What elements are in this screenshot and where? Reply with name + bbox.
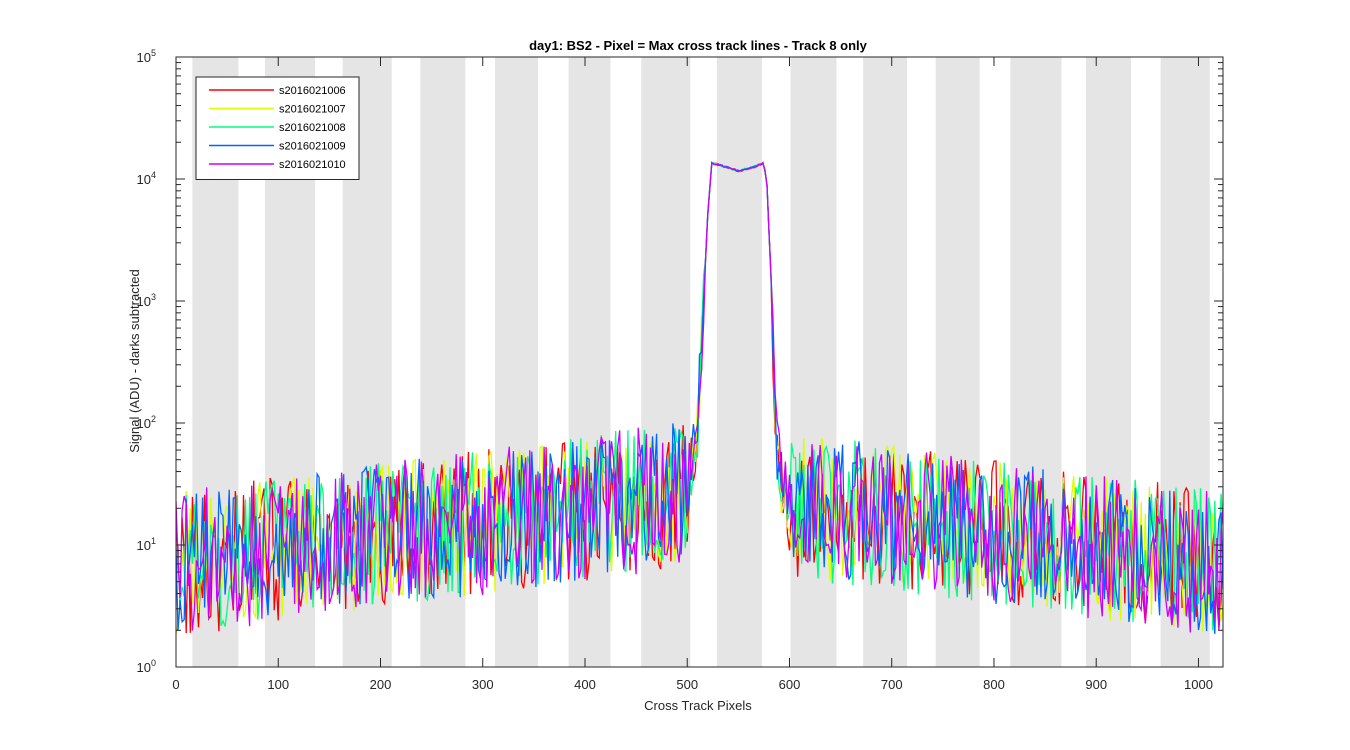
legend-label: s2016021006 [279,85,346,97]
x-tick-label: 900 [1085,677,1107,692]
y-axis-ticks: 100 101 102 103 104 105 [137,48,1223,675]
series-line [176,161,1223,633]
x-tick-label: 100 [267,677,289,692]
series-lines [176,161,1223,634]
chart-title: day1: BS2 - Pixel = Max cross track line… [529,38,868,53]
x-tick-label: 1000 [1184,677,1213,692]
x-tick-label: 700 [881,677,903,692]
axes-box [175,56,1224,668]
x-tick-label: 200 [370,677,392,692]
legend-label: s2016021010 [279,159,346,171]
y-tick-label: 104 [137,170,156,187]
y-tick-label: 103 [137,292,156,309]
x-tick-label: 600 [779,677,801,692]
legend-label: s2016021008 [279,122,346,134]
y-tick-label: 102 [137,414,156,431]
x-tick-label: 300 [472,677,494,692]
y-tick-label: 100 [137,658,156,675]
y-axis-label: Signal (ADU) - darks subtracted [127,269,142,453]
x-axis-ticks: 0 100 200 300 400 500 600 700 800 900 1000 [172,57,1213,692]
x-tick-label: 800 [983,677,1005,692]
y-tick-label: 105 [137,48,156,65]
y-tick-label: 101 [137,536,156,553]
x-tick-label: 0 [172,677,179,692]
legend-box [195,76,360,180]
shaded-band [641,57,691,667]
x-tick-label: 400 [574,677,596,692]
shaded-band [716,57,762,667]
x-axis-label: Cross Track Pixels [644,698,752,713]
legend: s2016021006 s2016021007 s2016021008 s201602… [195,76,360,180]
legend-label: s2016021007 [279,104,346,116]
legend-label: s2016021009 [279,141,346,153]
x-tick-label: 500 [676,677,698,692]
